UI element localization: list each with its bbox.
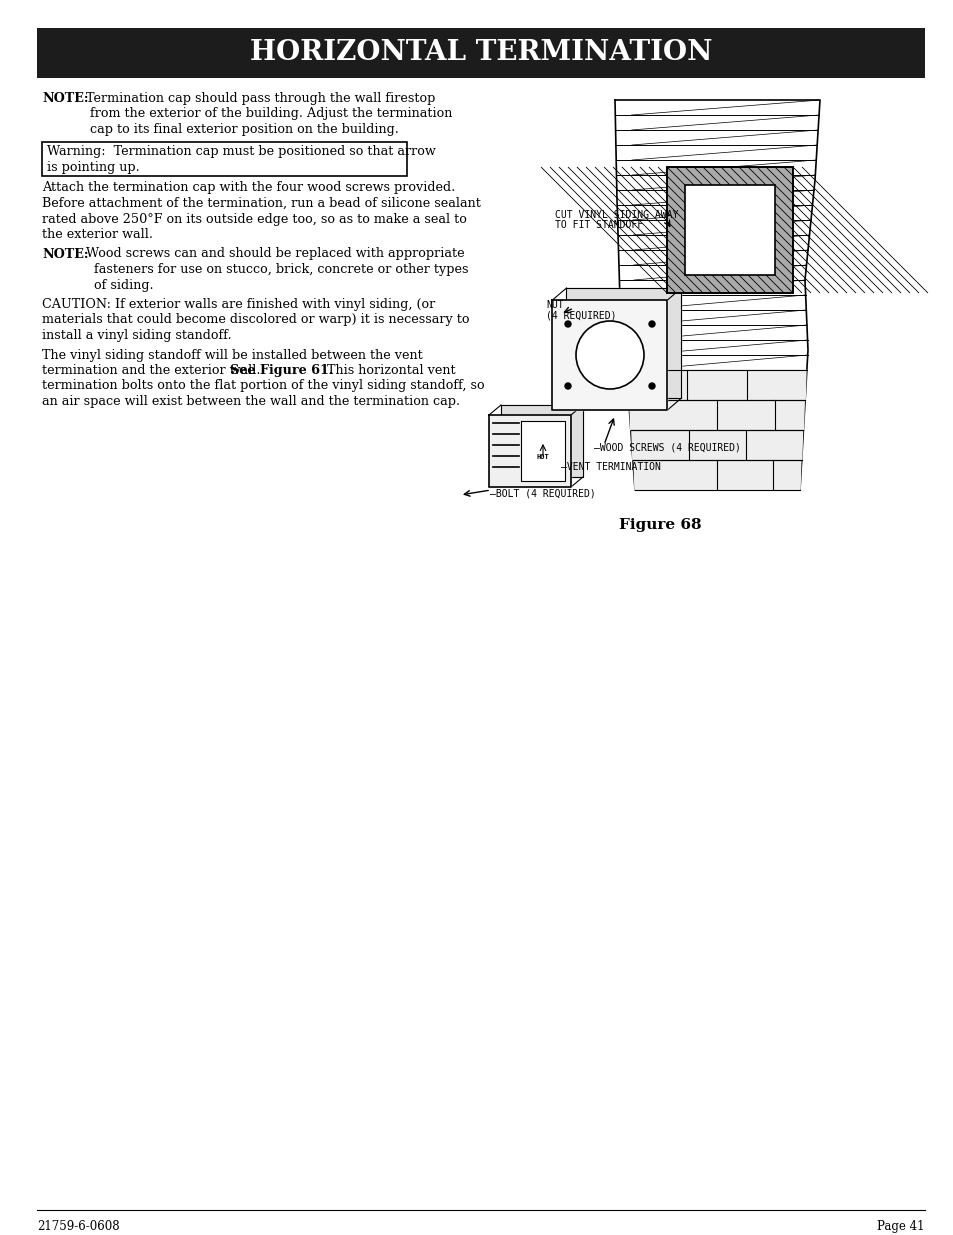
Polygon shape: [631, 430, 801, 459]
Text: the exterior wall.: the exterior wall.: [42, 228, 152, 241]
Text: NOTE:: NOTE:: [42, 247, 89, 261]
Text: CAUTION: If exterior walls are finished with vinyl siding, (or: CAUTION: If exterior walls are finished …: [42, 298, 435, 311]
Text: —WOOD SCREWS (4 REQUIRED): —WOOD SCREWS (4 REQUIRED): [594, 442, 740, 452]
Polygon shape: [627, 370, 805, 400]
Text: cap to its final exterior position on the building.: cap to its final exterior position on th…: [90, 124, 398, 136]
Polygon shape: [629, 400, 803, 430]
Text: materials that could become discolored or warp) it is necessary to: materials that could become discolored o…: [42, 314, 469, 326]
Polygon shape: [634, 459, 800, 490]
Polygon shape: [552, 300, 667, 410]
Text: Figure 68: Figure 68: [618, 517, 700, 532]
Text: TO FIT STANDOFF: TO FIT STANDOFF: [555, 220, 642, 230]
Polygon shape: [566, 288, 680, 398]
Text: Before attachment of the termination, run a bead of silicone sealant: Before attachment of the termination, ru…: [42, 198, 480, 210]
Text: Warning:  Termination cap must be positioned so that arrow: Warning: Termination cap must be positio…: [47, 146, 436, 158]
Bar: [42, 142, 407, 175]
Text: install a vinyl siding standoff.: install a vinyl siding standoff.: [42, 329, 232, 342]
Text: This horizontal vent: This horizontal vent: [327, 364, 456, 377]
Polygon shape: [500, 405, 582, 477]
Bar: [37, 28, 924, 78]
Text: from the exterior of the building. Adjust the termination: from the exterior of the building. Adjus…: [90, 107, 452, 121]
Text: is pointing up.: is pointing up.: [47, 161, 139, 174]
Text: NUT: NUT: [545, 300, 563, 310]
Text: termination bolts onto the flat portion of the vinyl siding standoff, so: termination bolts onto the flat portion …: [42, 379, 484, 393]
Text: CUT VINYL SIDING AWAY: CUT VINYL SIDING AWAY: [555, 210, 678, 220]
Text: HOT: HOT: [536, 454, 549, 459]
Polygon shape: [615, 100, 820, 490]
Text: NOTE:: NOTE:: [42, 91, 89, 105]
Polygon shape: [520, 421, 564, 480]
Text: See Figure 61.: See Figure 61.: [230, 364, 333, 377]
Polygon shape: [489, 415, 571, 487]
Text: Page 41: Page 41: [877, 1220, 924, 1233]
Text: HORIZONTAL TERMINATION: HORIZONTAL TERMINATION: [250, 40, 712, 67]
Text: fasteners for use on stucco, brick, concrete or other types: fasteners for use on stucco, brick, conc…: [94, 263, 468, 275]
Text: The vinyl siding standoff will be installed between the vent: The vinyl siding standoff will be instal…: [42, 348, 422, 362]
Text: of siding.: of siding.: [94, 279, 153, 291]
Bar: [684, 185, 774, 275]
Text: rated above 250°F on its outside edge too, so as to make a seal to: rated above 250°F on its outside edge to…: [42, 212, 466, 226]
Circle shape: [564, 383, 571, 389]
Text: Wood screws can and should be replaced with appropriate: Wood screws can and should be replaced w…: [86, 247, 464, 261]
Circle shape: [648, 321, 655, 327]
Text: an air space will exist between the wall and the termination cap.: an air space will exist between the wall…: [42, 395, 459, 408]
Text: 21759-6-0608: 21759-6-0608: [37, 1220, 119, 1233]
Text: —VENT TERMINATION: —VENT TERMINATION: [560, 462, 660, 472]
Bar: [666, 167, 792, 293]
Circle shape: [576, 321, 643, 389]
Circle shape: [648, 383, 655, 389]
Text: (4 REQUIRED): (4 REQUIRED): [545, 310, 616, 320]
Text: Attach the termination cap with the four wood screws provided.: Attach the termination cap with the four…: [42, 182, 455, 194]
Text: —BOLT (4 REQUIRED): —BOLT (4 REQUIRED): [490, 488, 595, 498]
Text: termination and the exterior wall.: termination and the exterior wall.: [42, 364, 264, 377]
Bar: [666, 167, 792, 293]
Text: Termination cap should pass through the wall firestop: Termination cap should pass through the …: [86, 91, 435, 105]
Circle shape: [564, 321, 571, 327]
